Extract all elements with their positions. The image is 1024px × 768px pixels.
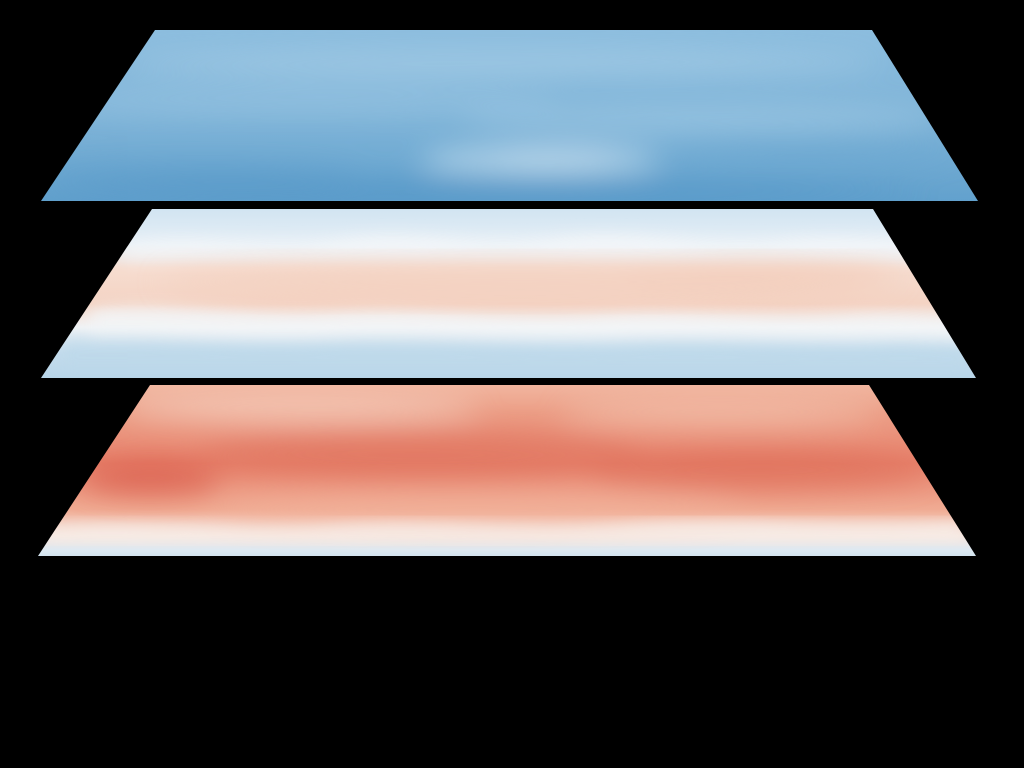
bottom-layer [38,385,976,556]
top-layer [41,30,978,201]
middle-layer [41,209,976,378]
